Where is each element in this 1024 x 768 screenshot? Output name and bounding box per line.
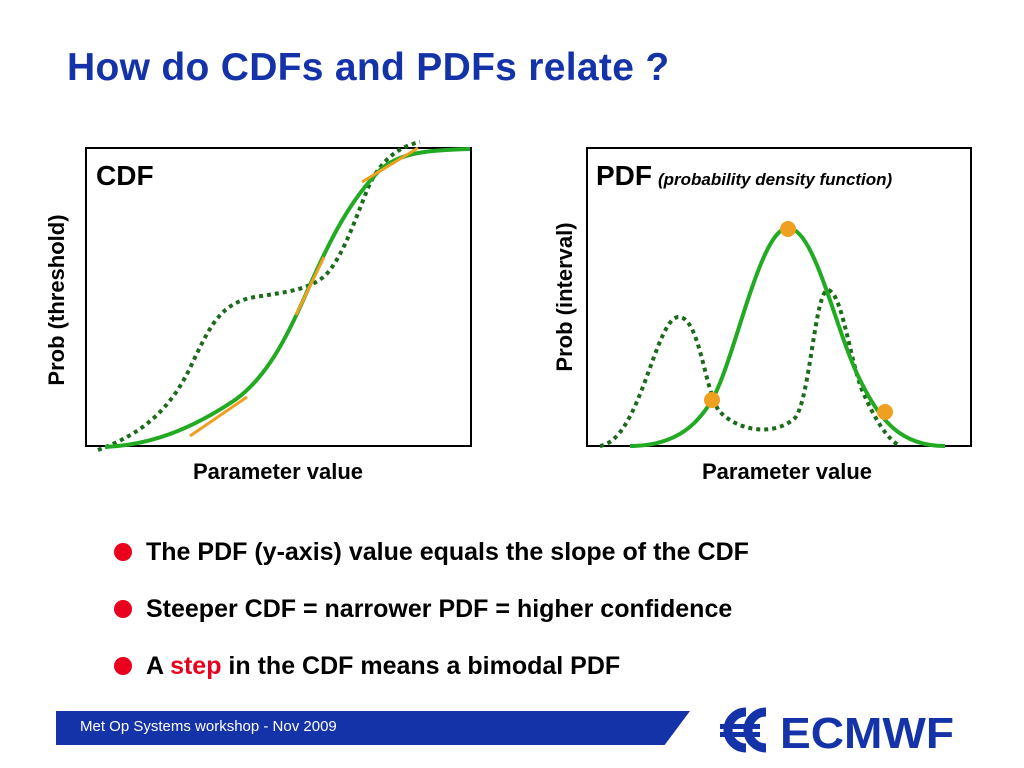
pdf-marker-right [877,404,893,420]
cdf-plot [85,140,472,452]
bullet-text-suffix: in the CDF means a bimodal PDF [221,652,621,680]
pdf-plot-frame [586,147,972,447]
red-bullet-icon [114,543,132,561]
bullet-item: Steeper CDF = narrower PDF = higher conf… [112,591,749,648]
ecmwf-logo: ECMWF [720,707,954,754]
cdf-plot-frame [85,147,472,447]
red-bullet-icon [114,600,132,618]
cdf-panel-label: CDF [96,160,154,191]
pdf-marker-peak [780,221,796,237]
pdf-panel-sublabel: (probability density function) [658,170,893,189]
bullet-list: The PDF (y-axis) value equals the slope … [112,534,749,705]
cdf-x-axis-label: Parameter value [193,459,363,484]
cdf-tangent-middle [294,256,326,316]
bullet-item: A step in the CDF means a bimodal PDF [112,648,749,705]
bullet-text-prefix: A [146,652,171,680]
cdf-pdf-diagram [85,140,972,452]
cdf-tangent-upper [361,146,419,184]
ecmwf-logo-text: ECMWF [780,709,954,754]
pdf-panel-label: PDF [596,160,652,191]
bullet-text: The PDF (y-axis) value equals the slope … [146,538,749,566]
slide-title: How do CDFs and PDFs relate ? [67,46,670,89]
cdf-panel-title: CDF [96,160,154,192]
pdf-marker-left [704,392,720,408]
pdf-panel-title: PDF (probability density function) [596,160,892,192]
cdf-bimodal-dotted-curve [97,140,421,452]
bullet-text: Steeper CDF = narrower PDF = higher conf… [146,595,733,623]
cdf-tangent-lower [189,395,248,438]
footer-bar [56,711,690,745]
bullet-item: The PDF (y-axis) value equals the slope … [112,534,749,591]
red-bullet-icon [114,657,132,675]
bullet-highlight-word: step [170,652,222,680]
pdf-x-axis-label: Parameter value [702,459,872,484]
ecmwf-logo-icon [720,707,767,753]
pdf-plot [586,147,972,448]
footer-text: Met Op Systems workshop - Nov 2009 [80,718,337,735]
